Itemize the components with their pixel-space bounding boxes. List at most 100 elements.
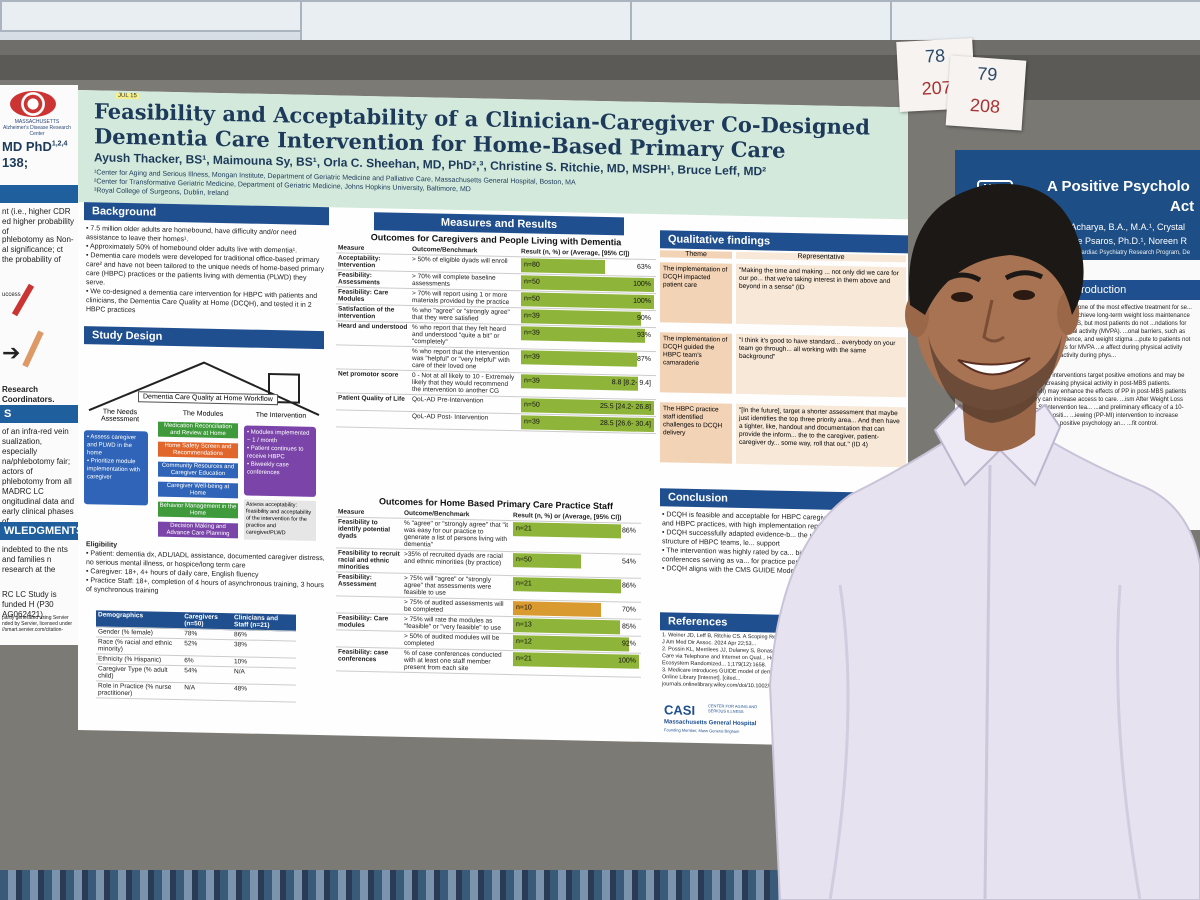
needs-box: • Assess caregiver and PLWD in the home … [84, 430, 148, 506]
table-row: Role in Practice (% nurse practitioner) N… [96, 680, 296, 703]
right-intro-text: ...e psychology (PP) interventions targe… [997, 373, 1187, 427]
measure-cell: Feasibility to identify potential dyads [336, 516, 402, 550]
result-cell: n=21 100% [511, 650, 641, 678]
benchmark-cell: QoL-AD Post- Intervention [410, 411, 519, 431]
adrc-logo-text: MASSACHUSETTS Alzheimer's Disease Resear… [3, 119, 71, 137]
benchmark-cell: 0 - Not at all likely to 10 - Extremely … [410, 370, 519, 397]
needle-icon [22, 330, 44, 368]
right-poster-title-2: Act [1170, 198, 1195, 215]
intervention-box: • Modules implemented ~ 1 / month • Pati… [244, 425, 316, 497]
shirt-fold [828, 584, 850, 900]
left-text: uccess [2, 292, 21, 298]
measure-cell: Satisfaction of the intervention [336, 303, 410, 323]
module-box: Behavior Management in the Home [158, 501, 238, 519]
qualitative-theme: The implementation of DCQH guided the HB… [660, 332, 732, 394]
measure-cell [336, 629, 402, 649]
result-bar: n=21 86% [513, 577, 639, 594]
result-n: n=39 [524, 377, 540, 385]
result-n: n=50 [516, 556, 532, 564]
result-bar: n=80 63% [521, 258, 654, 275]
table-row: Feasibility: case conferences% of case c… [336, 646, 641, 678]
house-outline-icon [88, 361, 320, 416]
measure-cell [336, 595, 402, 615]
result-n: n=50 [524, 278, 540, 286]
result-bar: n=10 70% [513, 601, 639, 618]
benchmark-cell: % of case conferences conducted with at … [402, 648, 511, 675]
result-n: n=39 [524, 329, 540, 337]
benchmark-cell: % who report that they felt heard and un… [410, 322, 519, 349]
result-bar: n=50 54% [513, 553, 639, 570]
left-section-bar: S [0, 405, 78, 423]
table-cell: N/A [232, 666, 296, 686]
result-value: 85% [621, 623, 636, 631]
module-box: Decision Making and Advance Care Plannin… [158, 521, 238, 539]
measure-cell: Net promotor score [336, 368, 410, 395]
background-text: • 7.5 million older adults are homebound… [86, 224, 326, 319]
background-heading: Background [84, 202, 329, 226]
result-cell: n=50 54% [511, 551, 641, 579]
result-bar: n=50 100% [521, 275, 654, 293]
result-cell: n=39 8.8 [8.2- 9.4] [519, 372, 656, 400]
result-value: 63% [636, 263, 651, 272]
staff-outcomes-table: Measure Outcome/Benchmark Result (n, %) … [336, 507, 641, 678]
sticky-note: 79 208 [945, 55, 1027, 131]
result-n: n=39 [524, 353, 540, 361]
result-n: n=12 [516, 638, 532, 646]
result-bar: n=39 90% [521, 309, 654, 326]
benchmark-cell: % who report that the intervention was "… [410, 346, 519, 373]
result-bar: n=39 87% [521, 350, 654, 367]
caregiver-outcomes-table: Measure Outcome/Benchmark Result (n, %) … [336, 243, 656, 434]
measure-cell: Heard and understood [336, 320, 410, 347]
beard-stubble [928, 335, 1062, 423]
table-cell: 38% [232, 639, 296, 659]
left-text: phlebotomy as Non- al significance; ct t… [2, 235, 74, 264]
left-text: indebted to the nts and families n resea… [2, 545, 68, 574]
main-poster: JUL 15 Feasibility and Acceptability of … [78, 90, 908, 748]
result-n: n=13 [516, 621, 532, 629]
result-value: 8.8 [8.2- 9.4] [611, 379, 651, 388]
module-box: Medication Reconciliation and Review at … [158, 421, 238, 439]
study-design-heading: Study Design [84, 326, 324, 350]
left-section-bar [0, 185, 78, 203]
eyebrow [943, 272, 982, 283]
result-value: 100% [618, 657, 636, 665]
eye [1013, 290, 1035, 300]
note-number: 79 [976, 63, 999, 85]
table-cell: Race (% racial and ethnic minority) [96, 636, 183, 656]
result-value: 93% [636, 331, 651, 340]
presenter-person [768, 183, 1200, 900]
result-value: 100% [633, 280, 651, 289]
shirt-fold [1116, 584, 1142, 900]
result-n: n=80 [524, 261, 540, 269]
hair [908, 183, 1084, 315]
left-author-fragment: MD PhD1,2,4 [2, 139, 68, 154]
result-bar: n=13 85% [513, 618, 639, 635]
modules-title: The Modules [182, 410, 224, 419]
result-n: n=50 [524, 401, 540, 409]
result-bar: n=21 100% [513, 652, 639, 669]
result-bar: n=12 92% [513, 635, 639, 652]
result-bar: n=21 86% [513, 522, 639, 539]
smile [957, 357, 1031, 376]
table-cell: 52% [182, 638, 233, 657]
bullet: • We co-designed a dementia care interve… [86, 288, 318, 315]
left-text: Research Coordinators. [2, 385, 55, 404]
left-text: of an infra-red vein sualization, especi… [2, 427, 75, 526]
result-cell: n=21 86% [511, 520, 641, 555]
result-bar: n=39 93% [521, 326, 654, 343]
ceiling-tile [0, 0, 304, 32]
result-value: 25.5 [24.2- 26.8] [600, 402, 651, 412]
result-cell: n=39 93% [519, 324, 656, 352]
mgh-logo-text: Massachusetts General Hospital [664, 719, 757, 728]
measure-cell: Feasibility: Assessments [336, 269, 410, 289]
table-cell: N/A [182, 682, 233, 701]
result-bar: n=39 28.5 [26.6- 30.4] [521, 415, 654, 433]
arrow-icon: ➔ [2, 340, 21, 365]
result-n: n=39 [524, 312, 540, 320]
left-section-bar: WLEDGMENTS [0, 522, 78, 540]
result-value: 87% [636, 355, 651, 364]
intervention-title: The Intervention [255, 411, 307, 420]
right-poster-affiliation: ¹Cardiac Psychiatry Research Program, De [1075, 250, 1191, 256]
result-cell: n=39 87% [519, 348, 656, 376]
measure-cell: Feasibility: Assessment [336, 571, 402, 598]
